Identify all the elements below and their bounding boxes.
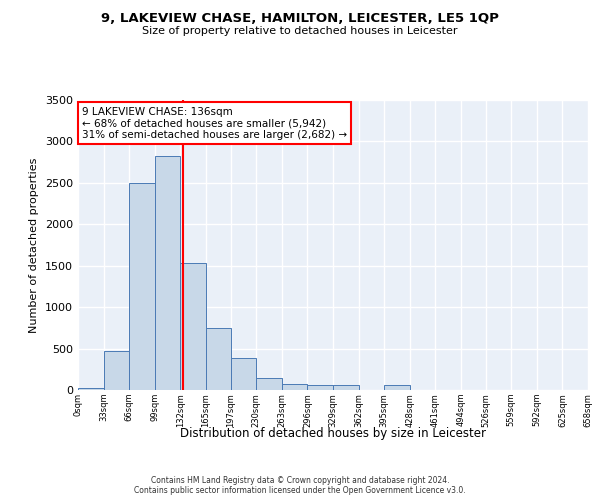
Y-axis label: Number of detached properties: Number of detached properties bbox=[29, 158, 40, 332]
Bar bbox=[307, 386, 333, 390]
Bar bbox=[129, 183, 155, 390]
Bar bbox=[78, 388, 104, 390]
Bar bbox=[104, 351, 129, 390]
Text: Size of property relative to detached houses in Leicester: Size of property relative to detached ho… bbox=[142, 26, 458, 36]
Bar bbox=[282, 384, 307, 390]
Text: Contains HM Land Registry data © Crown copyright and database right 2024.
Contai: Contains HM Land Registry data © Crown c… bbox=[134, 476, 466, 495]
Bar bbox=[256, 378, 282, 390]
Bar bbox=[155, 156, 181, 390]
Bar bbox=[206, 328, 230, 390]
Bar bbox=[230, 358, 256, 390]
Text: 9, LAKEVIEW CHASE, HAMILTON, LEICESTER, LE5 1QP: 9, LAKEVIEW CHASE, HAMILTON, LEICESTER, … bbox=[101, 12, 499, 26]
Bar bbox=[333, 386, 359, 390]
Text: Distribution of detached houses by size in Leicester: Distribution of detached houses by size … bbox=[180, 428, 486, 440]
Bar bbox=[181, 263, 206, 390]
Bar bbox=[384, 386, 410, 390]
Text: 9 LAKEVIEW CHASE: 136sqm
← 68% of detached houses are smaller (5,942)
31% of sem: 9 LAKEVIEW CHASE: 136sqm ← 68% of detach… bbox=[82, 106, 347, 140]
